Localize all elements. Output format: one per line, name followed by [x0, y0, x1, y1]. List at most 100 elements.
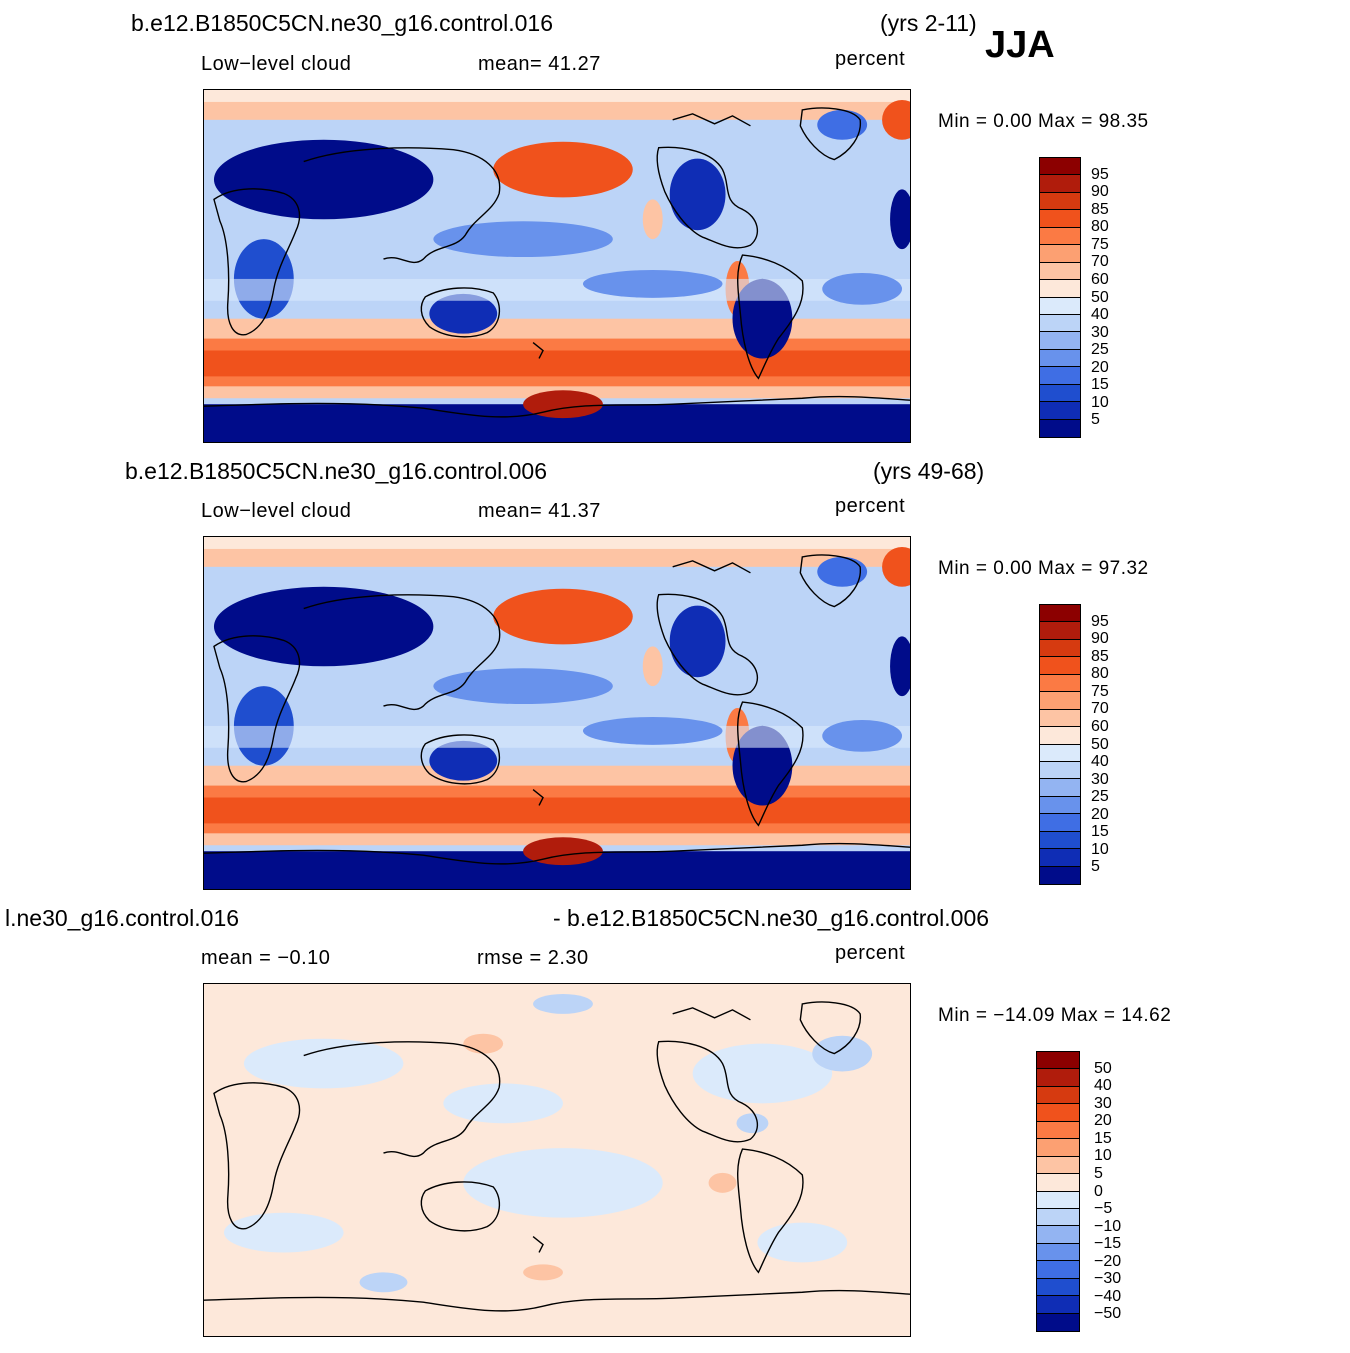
panel1-colorbar-swatch — [1040, 245, 1080, 263]
panel2-case-title: b.e12.B1850C5CN.ne30_g16.control.006 — [125, 458, 547, 484]
panel1-colorbar-swatch — [1040, 280, 1080, 298]
panel1-colorbar-tick-label: 75 — [1091, 235, 1109, 253]
panel2-variable: Low−level cloud — [201, 500, 352, 522]
panel2-colorbar-swatch — [1040, 796, 1080, 815]
panel3-colorbar-swatch — [1037, 1278, 1079, 1297]
panel1-colorbar-swatch — [1040, 349, 1080, 368]
panel2-mean: mean= 41.37 — [478, 500, 601, 522]
panel3-units: percent — [835, 942, 906, 964]
panel2-colorbar-swatch — [1040, 657, 1080, 675]
panel1-colorbar-tick-label: 95 — [1091, 165, 1109, 183]
panel2-minmax: Min = 0.00 Max = 97.32 — [938, 558, 1149, 579]
panel1-colorbar-tick-label: 85 — [1091, 200, 1109, 218]
panel1-colorbar-tick-label: 50 — [1091, 288, 1109, 306]
panel2-colorbar-tick-label: 95 — [1091, 612, 1109, 630]
panel3-colorbar-tick-label: −5 — [1094, 1200, 1113, 1218]
panel1-colorbar-tick-label: 30 — [1091, 323, 1109, 341]
panel2-colorbar — [1039, 604, 1081, 885]
panel3-colorbar-tick-label: 5 — [1094, 1164, 1103, 1182]
panel1-colorbar-tick-label: 80 — [1091, 218, 1109, 236]
panel1-colorbar-tick-label: 10 — [1091, 393, 1109, 411]
panel1-colorbar-swatch — [1040, 210, 1080, 228]
panel3-colorbar-tick-label: 40 — [1094, 1077, 1112, 1095]
panel3-colorbar-tick-label: 20 — [1094, 1112, 1112, 1130]
panel3-colorbar-swatch — [1037, 1086, 1079, 1105]
panel2-colorbar-swatch — [1040, 622, 1080, 640]
panel2-map — [203, 536, 911, 890]
panel1-units: percent — [835, 48, 906, 70]
panel3-colorbar-tick-label: 50 — [1094, 1059, 1112, 1077]
panel1-colorbar-swatch — [1040, 367, 1080, 385]
panel2-colorbar-tick-label: 10 — [1091, 840, 1109, 858]
panel1-colorbar-swatch — [1040, 314, 1080, 333]
panel2-colorbar-tick-label: 70 — [1091, 700, 1109, 718]
panel3-colorbar-swatch — [1037, 1313, 1079, 1331]
panel3-colorbar-swatch — [1037, 1261, 1079, 1279]
panel1-colorbar-tick-label: 15 — [1091, 376, 1109, 394]
panel3-colorbar-swatch — [1037, 1156, 1079, 1175]
panel2-colorbar-swatch — [1040, 709, 1080, 728]
panel1-colorbar-tick-label: 90 — [1091, 183, 1109, 201]
panel3-colorbar-swatch — [1037, 1069, 1079, 1087]
panel1-colorbar-swatch — [1040, 192, 1080, 211]
panel2-colorbar-swatch — [1040, 727, 1080, 745]
panel1-colorbar-swatch — [1040, 332, 1080, 350]
panel3-case-title: l.ne30_g16.control.016 — [5, 905, 240, 931]
panel3-colorbar-swatch — [1037, 1121, 1079, 1140]
panel2-colorbar-tick-label: 25 — [1091, 788, 1109, 806]
panel2-colorbar-swatch — [1040, 779, 1080, 797]
panel1-colorbar-tick-label: 60 — [1091, 270, 1109, 288]
panel3-colorbar-tick-label: −30 — [1094, 1270, 1122, 1288]
panel3-colorbar-swatch — [1037, 1243, 1079, 1262]
panel2-colorbar-swatch — [1040, 866, 1080, 884]
panel2-colorbar-tick-label: 5 — [1091, 858, 1100, 876]
season-label: JJA — [985, 24, 1055, 66]
panel1-colorbar-swatch — [1040, 227, 1080, 246]
panel3-colorbar-swatch — [1037, 1226, 1079, 1244]
panel3-colorbar-swatch — [1037, 1191, 1079, 1209]
panel3-colorbar-tick-label: −40 — [1094, 1287, 1122, 1305]
panel1-minmax: Min = 0.00 Max = 98.35 — [938, 111, 1149, 132]
panel1-colorbar-swatch — [1040, 419, 1080, 437]
panel2-colorbar-tick-label: 40 — [1091, 753, 1109, 771]
panel1-colorbar-swatch — [1040, 402, 1080, 420]
panel3-colorbar-tick-label: −20 — [1094, 1252, 1122, 1270]
panel2-colorbar-swatch — [1040, 744, 1080, 762]
panel3-subtracted-case: - b.e12.B1850C5CN.ne30_g16.control.006 — [553, 905, 990, 931]
panel1-colorbar-swatch — [1040, 158, 1080, 176]
panel2-colorbar-tick-label: 85 — [1091, 647, 1109, 665]
panel3-colorbar-swatch — [1037, 1296, 1079, 1314]
panel2-colorbar-tick-label: 80 — [1091, 665, 1109, 683]
panel3-colorbar-tick-label: −15 — [1094, 1235, 1122, 1253]
panel3-minmax: Min = −14.09 Max = 14.62 — [938, 1005, 1172, 1026]
panel3-colorbar-swatch — [1037, 1174, 1079, 1192]
panel3-colorbar-tick-label: 15 — [1094, 1129, 1112, 1147]
panel1-colorbar-tick-label: 40 — [1091, 306, 1109, 324]
panel1-colorbar-swatch — [1040, 262, 1080, 281]
panel1-colorbar-swatch — [1040, 175, 1080, 193]
panel2-colorbar-tick-label: 60 — [1091, 717, 1109, 735]
panel1-colorbar-tick-label: 70 — [1091, 253, 1109, 271]
panel2-colorbar-tick-label: 50 — [1091, 735, 1109, 753]
panel2-colorbar-swatch — [1040, 674, 1080, 693]
panel3-mean: mean = −0.10 — [201, 947, 331, 969]
panel2-units: percent — [835, 495, 906, 517]
panel2-colorbar-swatch — [1040, 639, 1080, 658]
panel3-rmse: rmse = 2.30 — [477, 947, 589, 969]
panel2-colorbar-tick-label: 20 — [1091, 805, 1109, 823]
panel2-colorbar-swatch — [1040, 761, 1080, 780]
panel2-colorbar-swatch — [1040, 605, 1080, 623]
panel2-years: (yrs 49-68) — [873, 458, 985, 484]
panel2-colorbar-swatch — [1040, 814, 1080, 832]
panel3-colorbar-swatch — [1037, 1139, 1079, 1157]
panel1-colorbar-swatch — [1040, 384, 1080, 403]
panel2-colorbar-tick-label: 90 — [1091, 630, 1109, 648]
panel2-colorbar-swatch — [1040, 849, 1080, 867]
panel2-colorbar-tick-label: 15 — [1091, 823, 1109, 841]
panel1-colorbar — [1039, 157, 1081, 438]
panel1-colorbar-tick-label: 20 — [1091, 358, 1109, 376]
panel3-colorbar-tick-label: 0 — [1094, 1182, 1103, 1200]
panel1-case-title: b.e12.B1850C5CN.ne30_g16.control.016 — [131, 10, 553, 36]
panel3-colorbar-swatch — [1037, 1052, 1079, 1070]
panel3-map — [203, 983, 911, 1337]
